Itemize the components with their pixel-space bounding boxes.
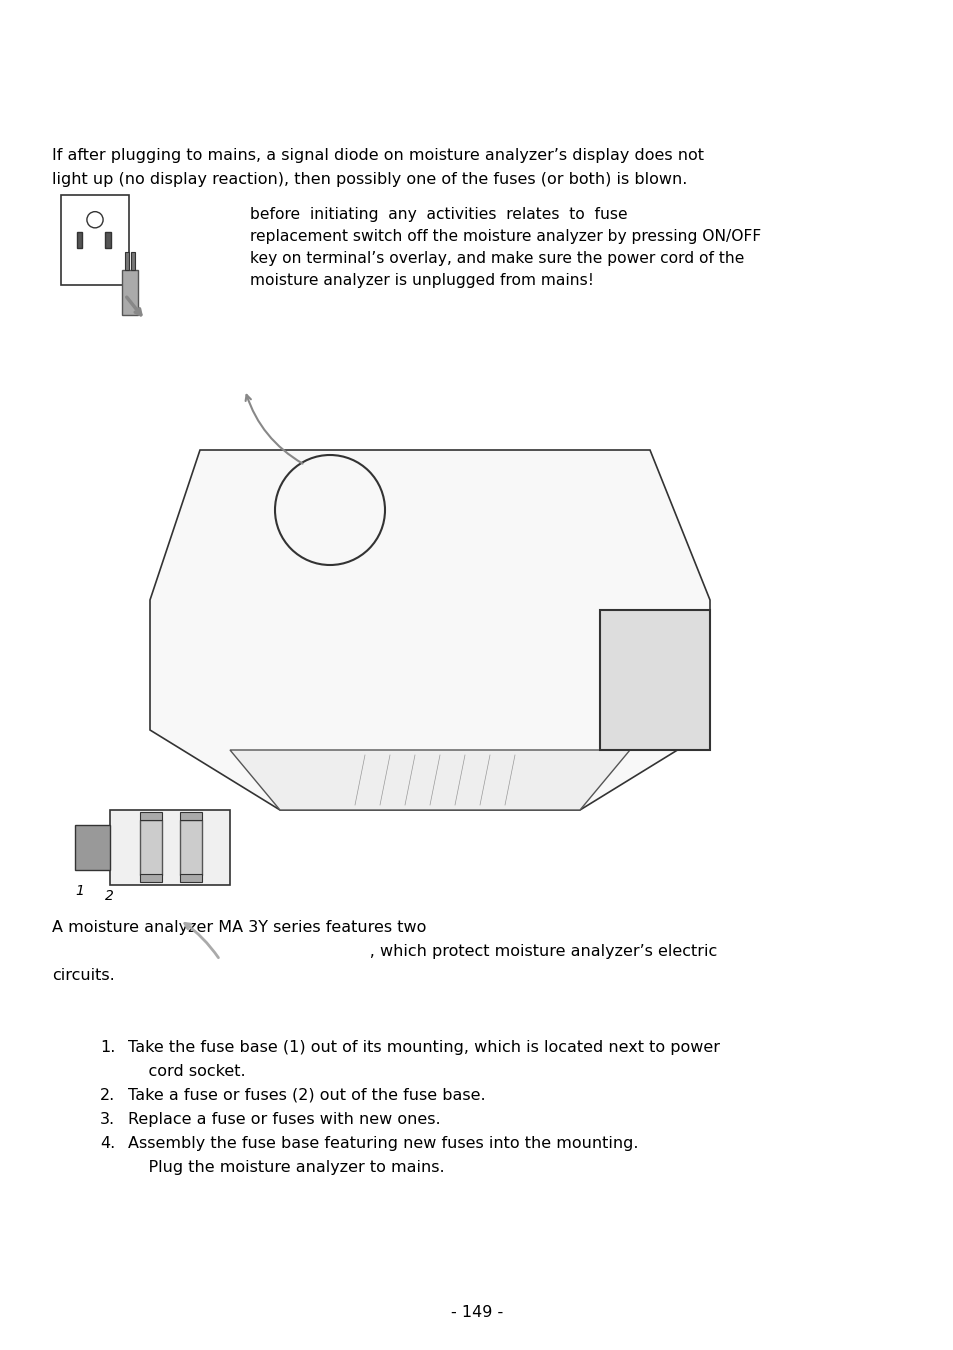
Text: light up (no display reaction), then possibly one of the fuses (or both) is blow: light up (no display reaction), then pos… xyxy=(52,171,687,188)
Bar xyxy=(75,825,110,869)
Text: 1: 1 xyxy=(75,884,84,898)
Text: , which protect moisture analyzer’s electric: , which protect moisture analyzer’s elec… xyxy=(52,944,717,958)
Text: - 149 -: - 149 - xyxy=(451,1305,502,1320)
Bar xyxy=(140,811,162,819)
Bar xyxy=(122,270,138,315)
Bar xyxy=(76,232,82,248)
Text: key on terminal’s overlay, and make sure the power cord of the: key on terminal’s overlay, and make sure… xyxy=(250,251,743,266)
Text: A moisture analyzer MA 3Y series features two: A moisture analyzer MA 3Y series feature… xyxy=(52,919,426,936)
Text: replacement switch off the moisture analyzer by pressing ON/OFF: replacement switch off the moisture anal… xyxy=(250,230,760,244)
Text: If after plugging to mains, a signal diode on moisture analyzer’s display does n: If after plugging to mains, a signal dio… xyxy=(52,148,703,163)
Text: Plug the moisture analyzer to mains.: Plug the moisture analyzer to mains. xyxy=(128,1160,444,1174)
Text: Replace a fuse or fuses with new ones.: Replace a fuse or fuses with new ones. xyxy=(128,1112,440,1127)
Bar xyxy=(140,873,162,882)
Circle shape xyxy=(87,212,103,228)
Bar xyxy=(140,819,162,875)
Text: 3.: 3. xyxy=(100,1112,115,1127)
Bar xyxy=(180,873,202,882)
Text: 4.: 4. xyxy=(100,1135,115,1152)
Text: 2.: 2. xyxy=(100,1088,115,1103)
Text: Assembly the fuse base featuring new fuses into the mounting.: Assembly the fuse base featuring new fus… xyxy=(128,1135,638,1152)
Text: moisture analyzer is unplugged from mains!: moisture analyzer is unplugged from main… xyxy=(250,273,594,288)
Bar xyxy=(180,819,202,875)
Text: Take a fuse or fuses (2) out of the fuse base.: Take a fuse or fuses (2) out of the fuse… xyxy=(128,1088,485,1103)
Bar xyxy=(61,194,129,285)
Text: circuits.: circuits. xyxy=(52,968,114,983)
Text: Take the fuse base (1) out of its mounting, which is located next to power: Take the fuse base (1) out of its mounti… xyxy=(128,1040,720,1054)
Bar xyxy=(110,810,230,886)
Text: 1.: 1. xyxy=(100,1040,115,1054)
Text: before  initiating  any  activities  relates  to  fuse: before initiating any activities relates… xyxy=(250,207,627,221)
Polygon shape xyxy=(150,450,709,810)
Text: 2: 2 xyxy=(105,890,113,903)
Text: cord socket.: cord socket. xyxy=(128,1064,245,1079)
Polygon shape xyxy=(230,751,629,810)
Bar xyxy=(125,252,129,270)
Bar xyxy=(180,811,202,819)
Bar xyxy=(105,232,111,248)
Bar xyxy=(599,610,709,751)
Bar xyxy=(131,252,135,270)
